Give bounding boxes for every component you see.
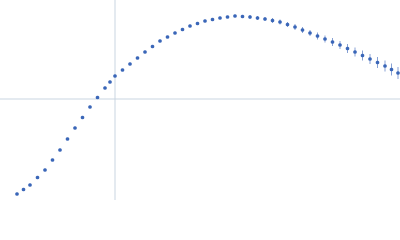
data-point: [255, 16, 260, 20]
data-point: [21, 187, 26, 192]
data-point: [95, 95, 100, 100]
data-point: [240, 14, 245, 19]
data-point: [158, 39, 162, 43]
data-point: [383, 64, 387, 68]
data-point: [300, 28, 305, 32]
data-point: [120, 68, 125, 72]
data-point: [28, 183, 32, 187]
data-point: [345, 46, 350, 51]
data-point: [338, 43, 342, 47]
data-point: [150, 44, 155, 49]
data-point: [180, 27, 185, 32]
chart: [0, 0, 400, 200]
data-point: [173, 31, 177, 35]
data-point: [330, 40, 335, 44]
data-point: [165, 35, 170, 39]
data-point: [43, 168, 47, 172]
data-point: [50, 158, 55, 162]
page: (() => { const data = JSON.parse(documen…: [0, 0, 400, 200]
data-point: [80, 115, 85, 120]
data-point: [285, 22, 290, 27]
data-point: [108, 80, 112, 84]
data-point: [225, 15, 230, 19]
data-point: [188, 24, 192, 28]
data-point: [308, 31, 312, 35]
data-point: [396, 71, 400, 75]
data-point: [218, 16, 222, 20]
data-point: [135, 56, 140, 60]
data-point: [195, 21, 200, 26]
data-point: [315, 34, 320, 38]
data-point: [210, 17, 215, 22]
data-point: [73, 126, 77, 130]
data-point: [323, 37, 327, 41]
data-point: [263, 17, 267, 21]
data-point: [270, 18, 275, 23]
data-point: [360, 53, 365, 58]
data-point: [58, 148, 62, 152]
data-point: [65, 137, 70, 141]
data-point: [88, 105, 92, 109]
data-point: [293, 25, 297, 29]
data-point: [389, 67, 394, 72]
data-point: [113, 74, 117, 78]
data-point: [143, 50, 147, 54]
data-point: [353, 50, 357, 54]
data-point: [368, 57, 372, 61]
data-point: [103, 86, 107, 90]
data-point: [203, 19, 207, 23]
data-point: [15, 192, 19, 196]
data-point: [35, 175, 40, 180]
data-point: [248, 15, 252, 19]
data-point: [375, 60, 380, 65]
data-point: [278, 20, 282, 24]
data-point: [233, 14, 237, 18]
data-point: [128, 62, 132, 66]
